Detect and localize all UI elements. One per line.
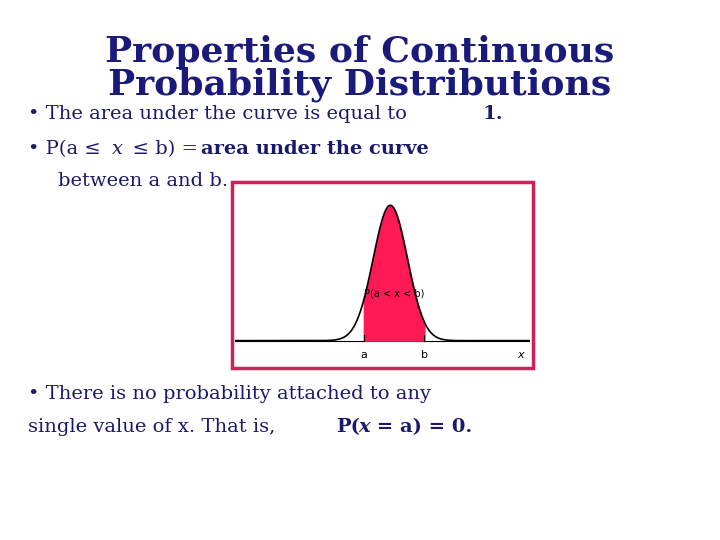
- Text: 1.: 1.: [483, 105, 503, 123]
- Text: P(: P(: [336, 418, 360, 436]
- Text: between a and b.: between a and b.: [58, 172, 228, 190]
- Text: Probability Distributions: Probability Distributions: [109, 68, 611, 103]
- Text: single value of x. That is,: single value of x. That is,: [28, 418, 282, 436]
- Text: P(a < x < b): P(a < x < b): [364, 288, 424, 298]
- Text: a: a: [361, 350, 367, 360]
- Text: x: x: [112, 140, 123, 158]
- Text: x: x: [358, 418, 369, 436]
- Bar: [232, 182, 533, 368]
- Text: • The area under the curve is equal to: • The area under the curve is equal to: [28, 105, 413, 123]
- Text: • P(a ≤       ≤ b) =: • P(a ≤ ≤ b) =: [28, 140, 204, 158]
- Text: • There is no probability attached to any: • There is no probability attached to an…: [28, 385, 431, 403]
- Text: b: b: [421, 350, 428, 360]
- Text: Properties of Continuous: Properties of Continuous: [105, 35, 615, 69]
- Text: = a) = 0.: = a) = 0.: [370, 418, 472, 436]
- Text: x: x: [518, 350, 524, 360]
- Text: area under the curve: area under the curve: [201, 140, 428, 158]
